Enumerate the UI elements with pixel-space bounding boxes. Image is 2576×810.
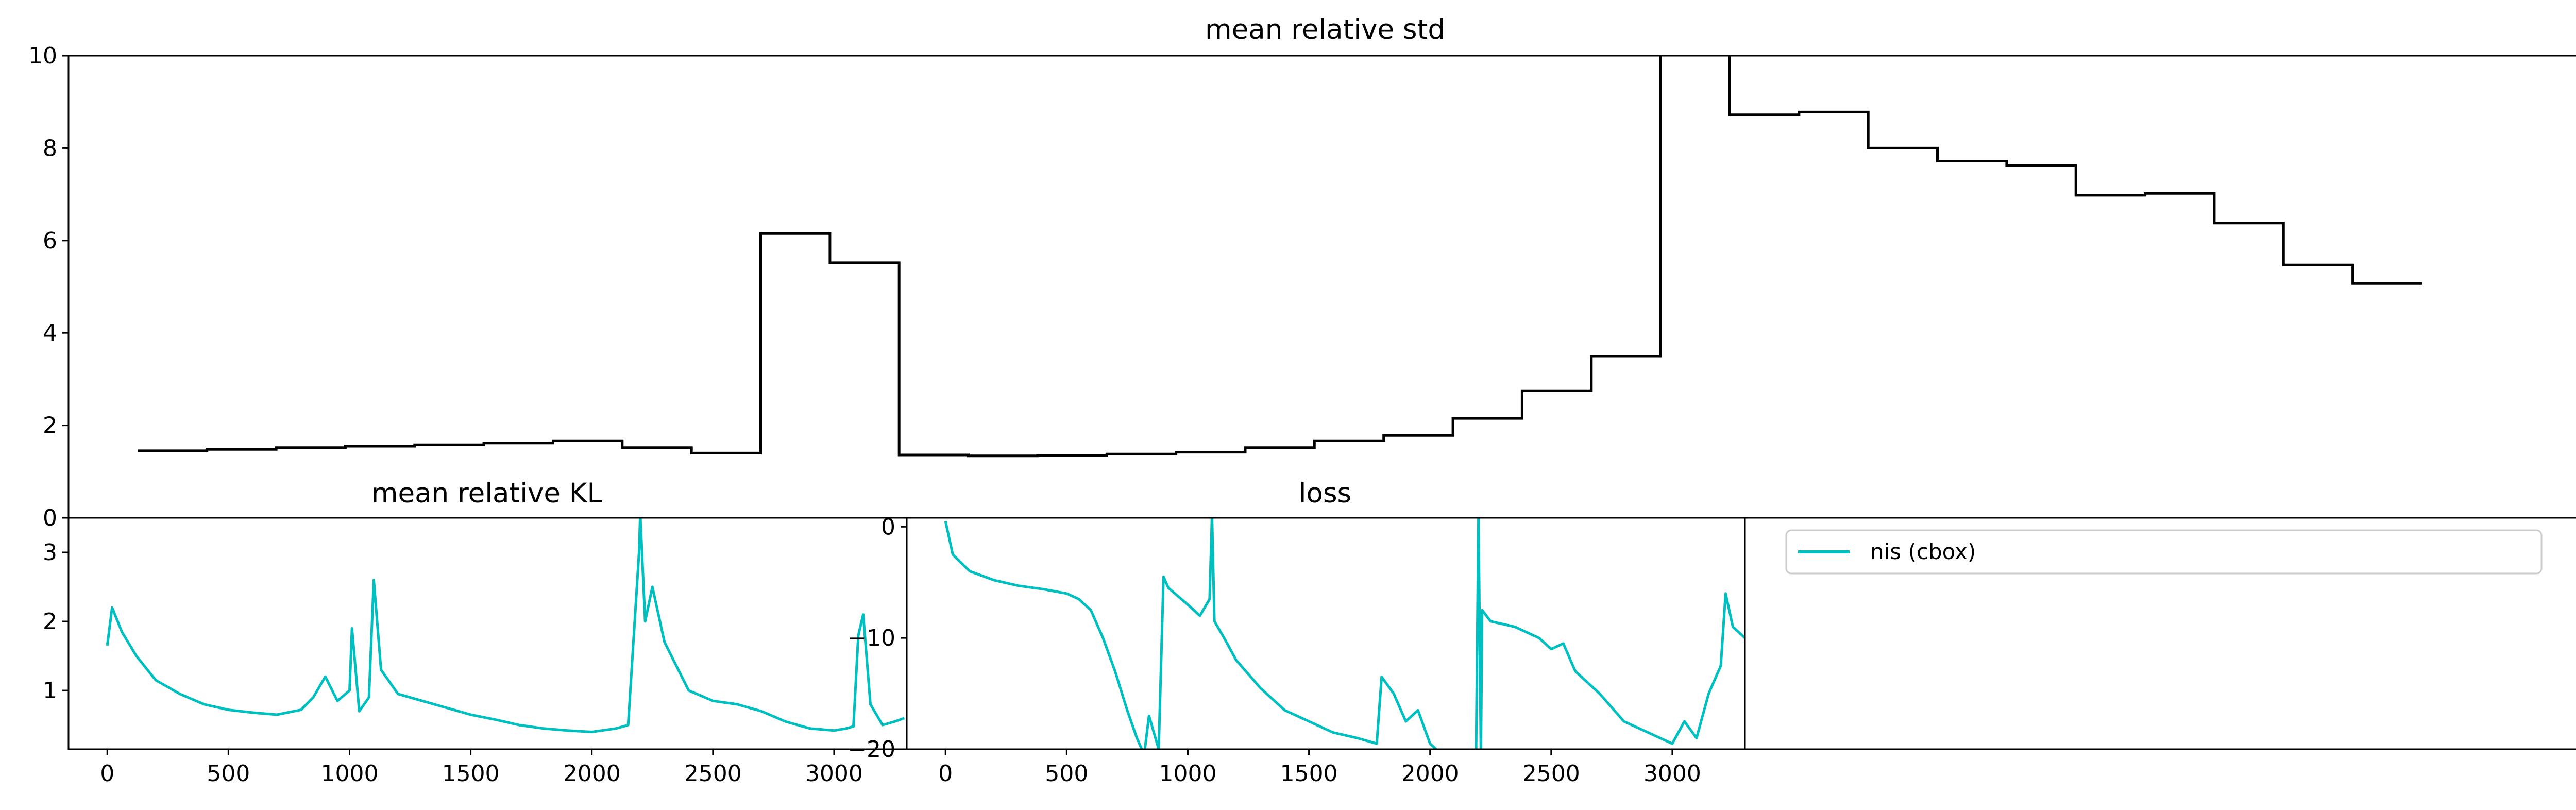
std-y-tick-label: 2 [43,413,57,439]
loss-x-tick-label: 3000 [1643,761,1701,787]
loss-y-tick-label: −10 [848,625,895,651]
kl-y-tick-label: 3 [43,539,57,566]
kl-y-tick-label: 2 [43,609,57,635]
loss-chart: loss 0 −10 −20 0 500 1000 1500 2000 2500 3000 [848,478,1746,787]
kl-x-tick-label: 2000 [563,761,621,787]
loss-x-tick-label: 2500 [1522,761,1580,787]
legend-box [1785,529,2543,575]
kl-x-tick-label: 1000 [320,761,378,787]
legend-panel: nis (cbox) [1744,517,2576,750]
loss-x-tick-label: 2000 [1401,761,1459,787]
loss-x-tick-label: 500 [1045,761,1088,787]
std-y-tick-label: 8 [43,135,57,161]
kl-chart: mean relative KL 1 2 3 0 500 1000 1500 2000 250… [43,478,908,787]
kl-plot-area [106,518,905,733]
loss-y-tick-label: 0 [881,514,895,540]
loss-x-axis: 0 500 1000 1500 2000 2500 3000 [938,749,1701,787]
legend-panel-frame [1744,517,2576,750]
kl-x-tick-label: 3000 [805,761,863,787]
kl-x-tick-label: 500 [207,761,250,787]
kl-x-tick-label: 0 [100,761,114,787]
loss-y-tick-label: −20 [848,736,895,763]
kl-chart-title: mean relative KL [371,478,603,509]
std-y-tick-label: 10 [28,43,57,69]
loss-chart-title: loss [1299,478,1351,509]
loss-x-tick-label: 1500 [1280,761,1338,787]
loss-plot-area [944,518,1745,749]
std-plot-area [138,56,2422,458]
std-series-line [138,56,2422,458]
loss-x-tick-label: 1000 [1159,761,1216,787]
kl-y-axis: 1 2 3 [43,539,69,704]
kl-x-tick-label: 2500 [684,761,742,787]
legend-label: nis (cbox) [1870,539,1976,564]
std-y-tick-label: 6 [43,228,57,254]
loss-x-tick-label: 0 [938,761,953,787]
loss-y-axis: 0 −10 −20 [848,514,907,763]
loss-series-line [944,518,1745,749]
std-chart-title: mean relative std [1205,14,1445,45]
kl-y-tick-label: 1 [43,678,57,704]
std-y-tick-label: 4 [43,320,57,346]
std-y-tick-label: 0 [43,505,57,531]
kl-x-tick-label: 1500 [442,761,500,787]
kl-x-axis: 0 500 1000 1500 2000 2500 3000 [100,749,863,787]
kl-series-line [106,518,905,733]
std-y-axis: 0 2 4 6 8 10 [28,43,69,531]
